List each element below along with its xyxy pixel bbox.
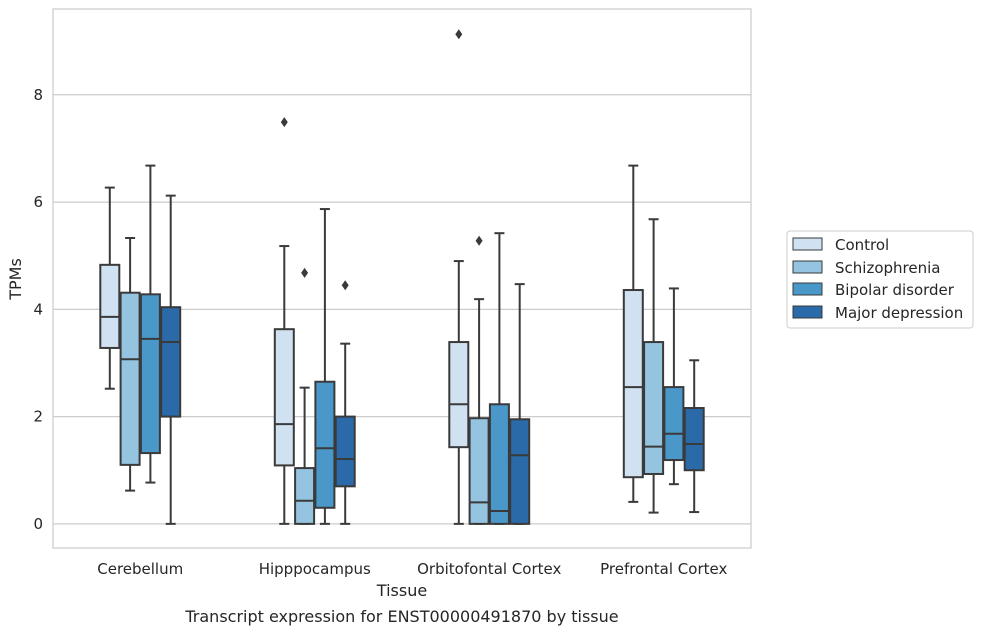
iqr-box [622,289,644,479]
legend-label-control: Control [835,236,889,254]
iqr-box [334,415,356,488]
outlier-point [341,280,349,291]
legend-swatch-control [792,237,823,251]
y-tick-label: 0 [33,515,43,533]
box-control-0 [99,186,121,390]
y-tick-label: 8 [33,86,43,104]
box-schizophrenia-3 [643,218,665,514]
outlier-point [455,29,463,40]
iqr-box [160,306,182,418]
x-tick-labels: Cerebellum Hipppocampus Orbitofontal Corte… [97,560,727,578]
iqr-box [683,407,705,472]
legend-label-bipolar-disorder: Bipolar disorder [835,281,955,299]
y-tick-label: 6 [33,193,43,211]
plot-area-frame [52,8,752,549]
x-tick-label: Cerebellum [97,560,183,578]
outlier-point [475,235,483,246]
legend: Control Schizophrenia Bipolar disorder M… [786,230,974,329]
x-axis-label: Tissue [376,581,427,600]
legend-swatch-bipolar-disorder [792,282,823,296]
boxplot-marks [99,29,705,525]
x-tick-label: Orbitofontal Cortex [417,560,561,578]
iqr-box [119,291,141,466]
iqr-box [488,403,510,525]
iqr-box [99,263,121,349]
box-major-depression-3 [683,359,705,514]
x-tick-label: Hipppocampus [259,560,371,578]
legend-frame [786,230,974,329]
iqr-box [643,341,665,475]
iqr-box [273,328,295,467]
iqr-box [663,386,685,462]
outlier-point [280,117,288,128]
box-control-3 [622,164,644,503]
box-bipolar-disorder-0 [139,164,161,484]
y-tick-label: 2 [33,408,43,426]
box-schizophrenia-0 [119,237,141,492]
iqr-box [468,417,490,525]
box-major-depression-1 [334,280,356,525]
iqr-box [139,293,161,455]
box-control-2 [448,29,470,525]
box-major-depression-0 [160,194,182,525]
iqr-box [294,467,316,525]
legend-label-major-depression: Major depression [835,304,963,322]
y-tick-label: 4 [33,300,43,318]
iqr-box [448,341,470,449]
y-tick-labels: 0 2 4 6 8 [33,86,43,533]
iqr-box [314,380,336,509]
legend-label-schizophrenia: Schizophrenia [835,259,940,277]
iqr-box [509,418,531,525]
legend-swatch-schizophrenia [792,260,823,274]
box-schizophrenia-2 [468,235,490,525]
y-axis-label: TPMs [6,258,25,301]
box-bipolar-disorder-3 [663,287,685,486]
box-control-1 [273,117,295,525]
box-bipolar-disorder-1 [314,208,336,525]
box-bipolar-disorder-2 [488,232,510,525]
chart-title: Transcript expression for ENST0000049187… [184,607,618,626]
box-schizophrenia-1 [294,267,316,525]
legend-swatch-major-depression [792,305,823,319]
box-major-depression-2 [509,283,531,525]
x-tick-label: Prefrontal Cortex [600,560,727,578]
outlier-point [301,267,309,278]
